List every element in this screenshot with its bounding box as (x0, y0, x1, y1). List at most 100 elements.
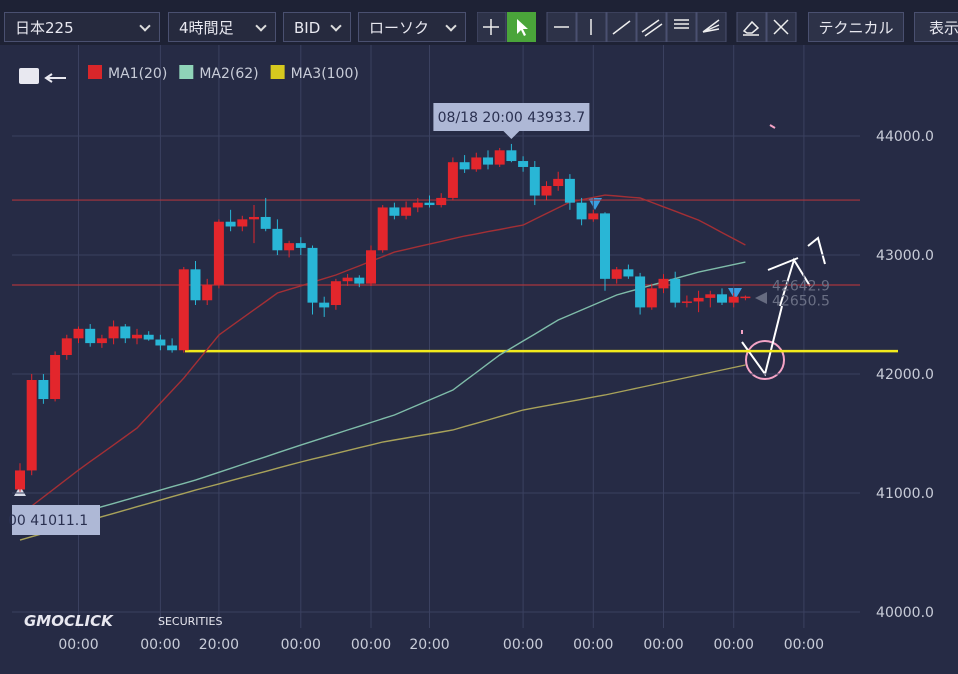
price-pointer (755, 292, 767, 304)
x-tick-label: 00:00 (784, 637, 824, 653)
candle-body (424, 202, 435, 206)
timeframe-select[interactable]: 4時間足 (168, 12, 276, 42)
collapse-icon[interactable] (44, 73, 66, 83)
candle-body (284, 243, 295, 251)
candle-body (670, 278, 681, 303)
erase-tool[interactable] (736, 12, 767, 42)
fan-icon (702, 19, 720, 33)
style-select[interactable]: ローソク (358, 12, 466, 42)
y-tick-label: 43000.0 (876, 248, 934, 264)
grid (12, 45, 860, 628)
legend-label: MA2(62) (199, 66, 258, 82)
candle-body (541, 186, 552, 196)
candle-body (354, 277, 365, 284)
candle-body (237, 219, 248, 227)
candle-body (377, 207, 388, 251)
legend-label: MA1(20) (108, 66, 167, 82)
fib-icon (674, 19, 689, 29)
candle-body (50, 355, 61, 400)
candle-body (132, 334, 142, 339)
candle-body (260, 216, 271, 229)
candle-body (623, 269, 634, 277)
candle-body (272, 228, 283, 251)
candle-body (330, 281, 341, 306)
channel-tool[interactable] (636, 12, 667, 42)
candle-body (483, 157, 493, 165)
candle-body (15, 470, 25, 490)
candle-body (717, 294, 727, 303)
drawing-tools (477, 12, 797, 42)
candle-body (447, 162, 458, 198)
legend-swatch (179, 65, 194, 79)
candle-body (319, 302, 330, 308)
candle-body (108, 326, 119, 339)
candle-body (225, 221, 236, 227)
x-tick-label: 00:00 (714, 637, 754, 653)
candle-body (167, 345, 178, 351)
candle-body (506, 150, 517, 162)
display-button[interactable]: 表示 (914, 12, 958, 42)
candle-body (73, 328, 84, 339)
candle-body (61, 338, 72, 356)
erase-icon (742, 20, 760, 36)
candle-body (518, 161, 529, 167)
x-tick-label: 20:00 (409, 637, 449, 653)
side-select[interactable]: BID (283, 12, 351, 42)
candle-body (611, 269, 622, 279)
candle-body (646, 288, 657, 308)
comment-icon[interactable] (19, 68, 39, 84)
fib-tool[interactable] (666, 12, 697, 42)
candle-body (120, 326, 131, 339)
candle-body (295, 243, 306, 248)
candle-body (658, 278, 669, 289)
candle-body (389, 207, 400, 216)
technical-button[interactable]: テクニカル (808, 12, 904, 42)
candle-body (459, 162, 470, 170)
watermark: GMOCLICK (24, 612, 114, 630)
x-tick-label: 00:00 (140, 637, 180, 653)
chart: 40000.0 41000.0 42000.0 43000.0 44000.0 00:00… (0, 45, 958, 674)
x-tick-label: 00:00 (573, 637, 613, 653)
highlight-circle (745, 340, 785, 380)
ma-line (19, 364, 746, 541)
y-tick-label: 41000.0 (876, 486, 934, 502)
candle-body (155, 339, 166, 346)
candle-body (366, 250, 376, 284)
candle-body (494, 150, 505, 165)
candle-body (529, 166, 540, 196)
crosshair-icon (483, 19, 499, 35)
price-label: 42650.5 (772, 294, 830, 310)
toolbar: 日本225 4時間足 BID ローソク テクニカル 表示 (0, 0, 958, 45)
y-tick-label: 42000.0 (876, 367, 934, 383)
x-tick-label: 00:00 (58, 637, 98, 653)
candle-body (85, 328, 96, 344)
candle-body (705, 294, 716, 298)
candle-body (178, 269, 189, 351)
candle-body (401, 207, 412, 216)
symbol-select[interactable]: 日本225 (4, 12, 160, 42)
candle-body (143, 334, 154, 340)
low-label-box (12, 505, 100, 535)
candle-body (202, 284, 213, 301)
candle-body (213, 221, 224, 285)
candle-body (436, 197, 447, 206)
candle-body (307, 247, 318, 303)
clear-icon (773, 19, 789, 35)
candle-body (681, 301, 692, 303)
x-tick-label: 20:00 (199, 637, 239, 653)
legend-swatch (270, 65, 285, 79)
tooltip-box (433, 103, 590, 139)
candle-body (471, 157, 482, 170)
pointer-icon (517, 19, 528, 36)
hline-tool[interactable] (546, 12, 577, 42)
x-tick-label: 00:00 (351, 637, 391, 653)
candle-body (190, 269, 201, 301)
x-tick-label: 00:00 (643, 637, 683, 653)
tooltip-text: 08/18 20:00 43933.7 (438, 110, 586, 126)
candle-body (576, 202, 587, 220)
watermark-sub: SECURITIES (158, 615, 222, 628)
fan-tool[interactable] (696, 12, 727, 42)
y-tick-label: 40000.0 (876, 605, 934, 621)
candle-body (249, 216, 259, 220)
